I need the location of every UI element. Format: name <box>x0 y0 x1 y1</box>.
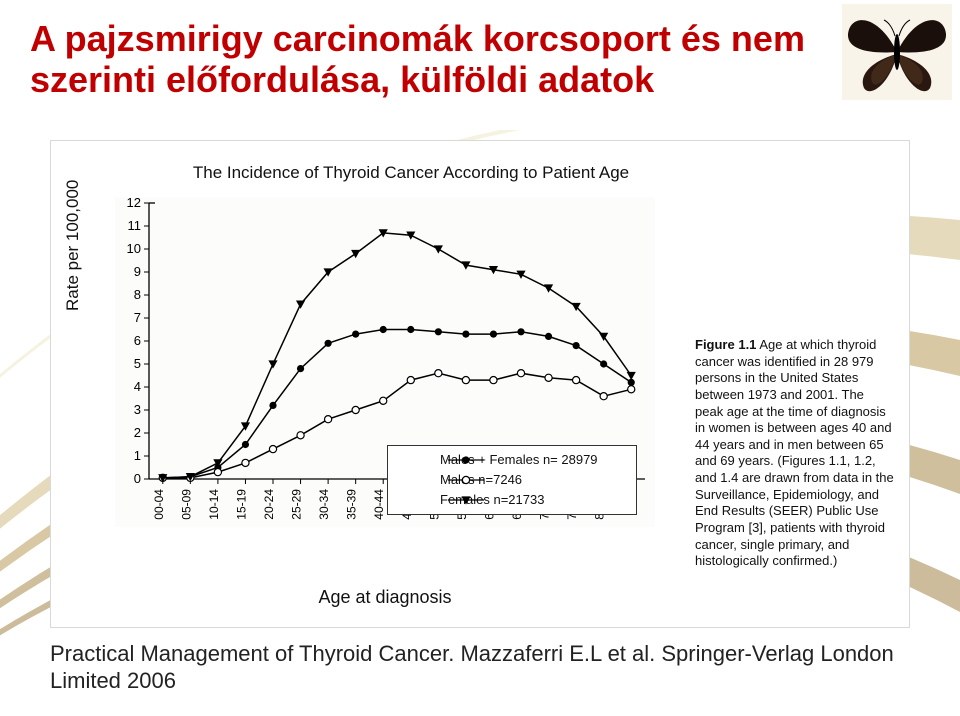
svg-text:11: 11 <box>128 218 142 233</box>
svg-text:6: 6 <box>134 333 141 348</box>
caption-label: Figure 1.1 <box>695 337 756 352</box>
butterfly-icon <box>842 4 952 100</box>
svg-text:1: 1 <box>134 448 141 463</box>
svg-text:10: 10 <box>127 241 141 256</box>
figure-caption: Figure 1.1 Age at which thyroid cancer w… <box>695 337 895 570</box>
svg-text:25-29: 25-29 <box>290 489 304 520</box>
svg-text:35-39: 35-39 <box>345 489 359 520</box>
svg-text:15-19: 15-19 <box>234 489 248 520</box>
legend-row: Males n=7246 <box>440 470 630 490</box>
svg-text:2: 2 <box>134 425 141 440</box>
svg-text:3: 3 <box>134 402 141 417</box>
y-axis-label: Rate per 100,000 <box>63 180 83 311</box>
svg-text:40-44: 40-44 <box>372 489 386 520</box>
svg-text:7: 7 <box>134 310 141 325</box>
slide-title: A pajzsmirigy carcinomák korcsoport és n… <box>30 18 810 101</box>
svg-text:05-09: 05-09 <box>179 489 193 520</box>
citation-text: Practical Management of Thyroid Cancer. … <box>50 641 910 694</box>
svg-text:9: 9 <box>134 264 141 279</box>
legend: Males + Females n= 28979Males n=7246Fema… <box>387 445 637 515</box>
chart-title: The Incidence of Thyroid Cancer Accordin… <box>151 163 671 183</box>
legend-row: Females n=21733 <box>440 490 630 510</box>
legend-row: Males + Females n= 28979 <box>440 450 630 470</box>
svg-text:10-14: 10-14 <box>207 489 221 520</box>
svg-text:4: 4 <box>134 379 141 394</box>
x-axis-label: Age at diagnosis <box>115 587 655 608</box>
svg-text:8: 8 <box>134 287 141 302</box>
svg-text:00-04: 00-04 <box>152 489 166 520</box>
svg-text:0: 0 <box>134 471 141 486</box>
caption-text: Age at which thyroid cancer was identifi… <box>695 337 894 568</box>
svg-text:5: 5 <box>134 356 141 371</box>
svg-text:12: 12 <box>127 197 141 210</box>
figure-panel: The Incidence of Thyroid Cancer Accordin… <box>50 140 910 628</box>
svg-text:30-34: 30-34 <box>317 489 331 520</box>
svg-text:20-24: 20-24 <box>262 489 276 520</box>
